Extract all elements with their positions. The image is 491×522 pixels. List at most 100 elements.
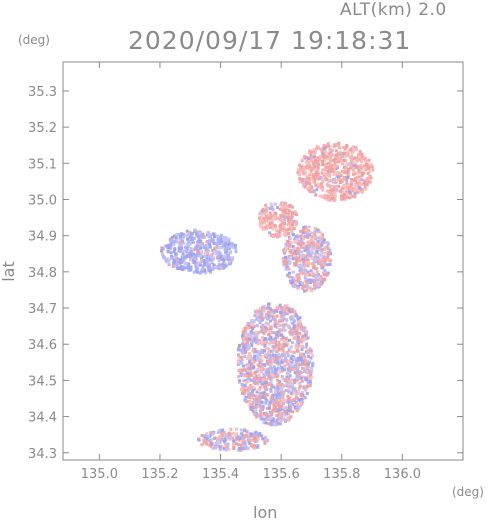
echo-pixel: [324, 176, 328, 180]
echo-pixel: [250, 337, 254, 341]
echo-pixel: [318, 157, 322, 161]
echo-pixel: [326, 198, 330, 202]
echo-pixel: [260, 342, 264, 346]
echo-pixel: [296, 396, 299, 400]
echo-pixel: [323, 269, 327, 273]
echo-pixel: [354, 165, 358, 169]
echo-pixel: [290, 213, 294, 217]
echo-pixel: [312, 266, 316, 270]
echo-pixel: [308, 179, 312, 183]
echo-pixel: [304, 166, 308, 170]
echo-pixel: [257, 413, 261, 417]
echo-pixel: [294, 252, 298, 255]
echo-pixel: [258, 386, 262, 389]
echo-pixel: [224, 239, 228, 243]
echo-pixel: [309, 252, 313, 256]
echo-pixel: [289, 406, 293, 410]
echo-pixel: [301, 334, 305, 338]
echo-pixel: [267, 310, 271, 314]
echo-pixel: [231, 436, 235, 440]
y-tick-label: 34.4: [28, 411, 57, 426]
y-tick-label: 35.2: [28, 121, 57, 136]
echo-pixel: [338, 189, 342, 193]
echo-pixel: [347, 190, 351, 194]
echo-pixel: [226, 442, 230, 446]
echo-pixel: [316, 168, 320, 172]
echo-pixel: [270, 218, 274, 222]
echo-pixel: [323, 273, 327, 277]
echo-pixel: [258, 380, 262, 384]
echo-pixel: [353, 156, 357, 160]
echo-pixel: [310, 256, 314, 260]
echo-pixel: [224, 438, 228, 442]
echo-pixel: [198, 271, 202, 275]
echo-pixel: [320, 248, 324, 252]
echo-pixel: [196, 248, 200, 252]
echo-pixel: [287, 325, 291, 329]
x-tick-label: 136.0: [384, 467, 421, 482]
echo-pixel: [266, 406, 269, 410]
echo-pixel: [316, 240, 320, 244]
echo-pixel: [308, 165, 312, 169]
echo-pixel: [268, 374, 271, 378]
echo-pixel: [257, 341, 261, 345]
echo-pixel: [248, 359, 252, 363]
echo-pixel: [241, 368, 245, 372]
echo-pixel: [229, 245, 233, 249]
echo-pixel: [226, 436, 230, 440]
echo-pixel: [286, 239, 289, 243]
echo-pixel: [239, 374, 243, 378]
echo-pixel: [307, 360, 311, 364]
echo-pixel: [272, 311, 276, 315]
echo-pixel: [164, 260, 168, 264]
echo-pixel: [324, 257, 328, 261]
echo-pixel: [349, 159, 353, 163]
echo-pixel: [249, 354, 253, 358]
echo-pixel: [231, 245, 235, 249]
echo-pixel: [217, 430, 221, 434]
echo-pixel: [278, 228, 282, 232]
echo-pixel: [164, 258, 168, 262]
echo-pixel: [180, 268, 184, 272]
echo-pixel: [269, 319, 272, 323]
echo-pixel: [268, 410, 272, 414]
echo-pixel: [217, 250, 221, 254]
echo-pixel: [188, 232, 192, 236]
echo-pixel: [310, 289, 314, 293]
echo-pixel: [284, 389, 288, 392]
echo-pixel: [264, 438, 268, 442]
echo-pixel: [270, 214, 274, 218]
echo-pixel: [302, 244, 306, 248]
echo-pixel: [255, 312, 259, 316]
echo-pixel: [342, 177, 346, 181]
echo-pixel: [278, 224, 282, 228]
echo-pixel: [305, 331, 308, 335]
echo-pixel: [276, 421, 280, 425]
echo-pixel: [295, 340, 299, 344]
echo-pixel: [295, 361, 299, 365]
echo-pixel: [344, 159, 348, 163]
echo-pixel: [264, 397, 268, 401]
echo-pixel: [217, 252, 221, 256]
echo-pixel: [335, 164, 339, 168]
echo-pixel: [263, 441, 267, 445]
echo-pixel: [253, 337, 257, 341]
echo-pixel: [318, 243, 322, 247]
echo-pixel: [267, 351, 271, 355]
echo-pixel: [285, 380, 289, 384]
echo-pixel: [292, 270, 295, 274]
echo-pixel: [319, 277, 322, 280]
echo-pixel: [180, 265, 183, 269]
echo-pixel: [311, 361, 315, 365]
echo-pixel: [319, 186, 323, 190]
echo-pixel: [206, 262, 210, 266]
echo-pixel: [278, 370, 282, 374]
echo-pixel: [255, 412, 259, 416]
echo-pixel: [273, 371, 277, 375]
echo-pixel: [285, 412, 288, 416]
echo-pixel: [343, 183, 347, 187]
echo-pixel: [260, 318, 264, 322]
echo-pixel: [330, 193, 334, 197]
echo-pixel: [244, 445, 248, 449]
echo-pixel: [310, 231, 314, 235]
